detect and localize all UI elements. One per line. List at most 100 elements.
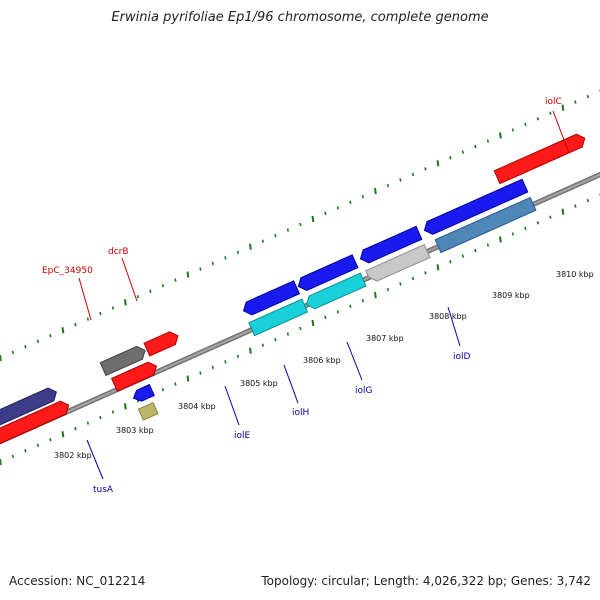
- tick-mark: [36, 339, 40, 344]
- tick-mark: [461, 254, 465, 258]
- gene-iolG-blue[interactable]: [358, 225, 423, 265]
- gene-iolE[interactable]: [248, 298, 309, 337]
- gene-iolH-blue[interactable]: [296, 254, 359, 293]
- tick-mark: [286, 332, 290, 336]
- tick-mark: [361, 194, 365, 199]
- tick-mark: [49, 334, 52, 338]
- tick-mark: [261, 239, 265, 243]
- tick-mark: [74, 322, 77, 327]
- tick-mark: [124, 299, 127, 306]
- gene-iolC[interactable]: [493, 132, 587, 185]
- gene-EpC_34950[interactable]: [99, 344, 148, 377]
- tick-mark: [549, 111, 552, 115]
- tick-mark: [436, 264, 440, 271]
- tick-mark: [474, 144, 477, 149]
- tick-mark: [386, 183, 390, 188]
- tick-mark: [61, 327, 65, 334]
- gene-dcrB[interactable]: [143, 329, 181, 357]
- tick-mark: [186, 271, 190, 278]
- tick-mark: [249, 347, 252, 354]
- tick-mark: [274, 233, 277, 238]
- gene-label-iolG[interactable]: iolG: [355, 386, 373, 396]
- kbp-label: 3804 kbp: [178, 402, 216, 411]
- tick-mark: [299, 326, 302, 331]
- tick-mark: [99, 415, 102, 420]
- tick-mark: [561, 208, 565, 215]
- tick-mark: [86, 317, 90, 321]
- kbp-label: 3806 kbp: [303, 356, 341, 365]
- tick-mark: [86, 421, 90, 425]
- tick-mark: [161, 283, 165, 288]
- label-leaders: [78, 110, 570, 480]
- tick-row-outer: [0, 89, 600, 362]
- tick-mark: [311, 215, 315, 223]
- tick-mark: [0, 354, 2, 362]
- tick-mark: [161, 387, 165, 392]
- gene-blue-small[interactable]: [131, 383, 155, 404]
- kbp-label: 3809 kbp: [492, 291, 530, 300]
- tick-mark: [199, 371, 202, 375]
- tick-mark: [524, 122, 527, 127]
- tick-mark: [324, 315, 327, 320]
- gene-iolD[interactable]: [434, 196, 537, 254]
- tick-mark: [211, 365, 215, 370]
- gene-red-upstream[interactable]: [110, 360, 160, 392]
- tick-mark: [574, 100, 577, 104]
- gene-label-tusA[interactable]: tusA: [93, 485, 114, 495]
- gene-iolD-blue[interactable]: [422, 178, 529, 237]
- gene-red-left[interactable]: [0, 399, 72, 448]
- tick-mark: [324, 211, 327, 216]
- gene-iolE-blue[interactable]: [241, 280, 301, 317]
- gene-label-iolD[interactable]: iolD: [453, 352, 471, 362]
- tick-mark: [424, 167, 427, 171]
- gene-navy-left[interactable]: [0, 386, 59, 432]
- gene-label-iolH[interactable]: iolH: [292, 408, 309, 418]
- tick-mark: [336, 310, 340, 314]
- tick-mark: [374, 291, 377, 299]
- tick-mark: [549, 215, 552, 219]
- tick-mark: [361, 298, 365, 303]
- gene-iolH[interactable]: [304, 272, 367, 311]
- kbp-label: 3805 kbp: [240, 379, 278, 388]
- tick-mark: [411, 172, 415, 177]
- gene-tusA[interactable]: [137, 401, 159, 421]
- tick-mark: [149, 289, 152, 293]
- tick-mark: [511, 128, 515, 132]
- accession-text: Accession: NC_012214: [9, 574, 146, 588]
- tick-mark: [311, 319, 315, 327]
- tick-mark: [586, 198, 590, 203]
- gene-label-EpC_34950[interactable]: EpC_34950: [42, 266, 93, 276]
- tick-mark: [224, 256, 227, 260]
- gene-iolG[interactable]: [365, 244, 431, 284]
- gene-features: [0, 132, 587, 448]
- tick-mark: [111, 306, 115, 310]
- tick-mark: [236, 250, 240, 255]
- tick-mark: [486, 139, 490, 143]
- tick-mark: [586, 94, 590, 99]
- tick-mark: [449, 260, 452, 264]
- tick-mark: [236, 354, 240, 359]
- kbp-label: 3807 kbp: [366, 334, 404, 343]
- gene-label-iolE[interactable]: iolE: [234, 431, 251, 441]
- gene-label-dcrB[interactable]: dcrB: [108, 247, 129, 257]
- tick-mark: [261, 343, 265, 347]
- tick-mark: [136, 295, 140, 299]
- gene-label-iolC[interactable]: iolC: [545, 97, 562, 107]
- tick-mark: [49, 438, 52, 442]
- tick-mark: [99, 311, 102, 316]
- tick-mark: [474, 248, 477, 253]
- tick-mark: [174, 278, 177, 282]
- tick-mark: [511, 232, 515, 236]
- tick-mark: [336, 206, 340, 210]
- tick-mark: [424, 271, 427, 275]
- tick-mark: [411, 276, 415, 281]
- tick-mark: [24, 449, 27, 453]
- kbp-label: 3808 kbp: [429, 312, 467, 321]
- tick-mark: [536, 221, 540, 225]
- gene-labels: iolC dcrB EpC_34950 tusA iolE iolH iolG …: [42, 97, 562, 495]
- topology-text: Topology: circular; Length: 4,026,322 bp…: [261, 574, 591, 588]
- tick-mark: [386, 287, 390, 292]
- tick-mark: [574, 204, 577, 208]
- tick-mark: [249, 243, 252, 250]
